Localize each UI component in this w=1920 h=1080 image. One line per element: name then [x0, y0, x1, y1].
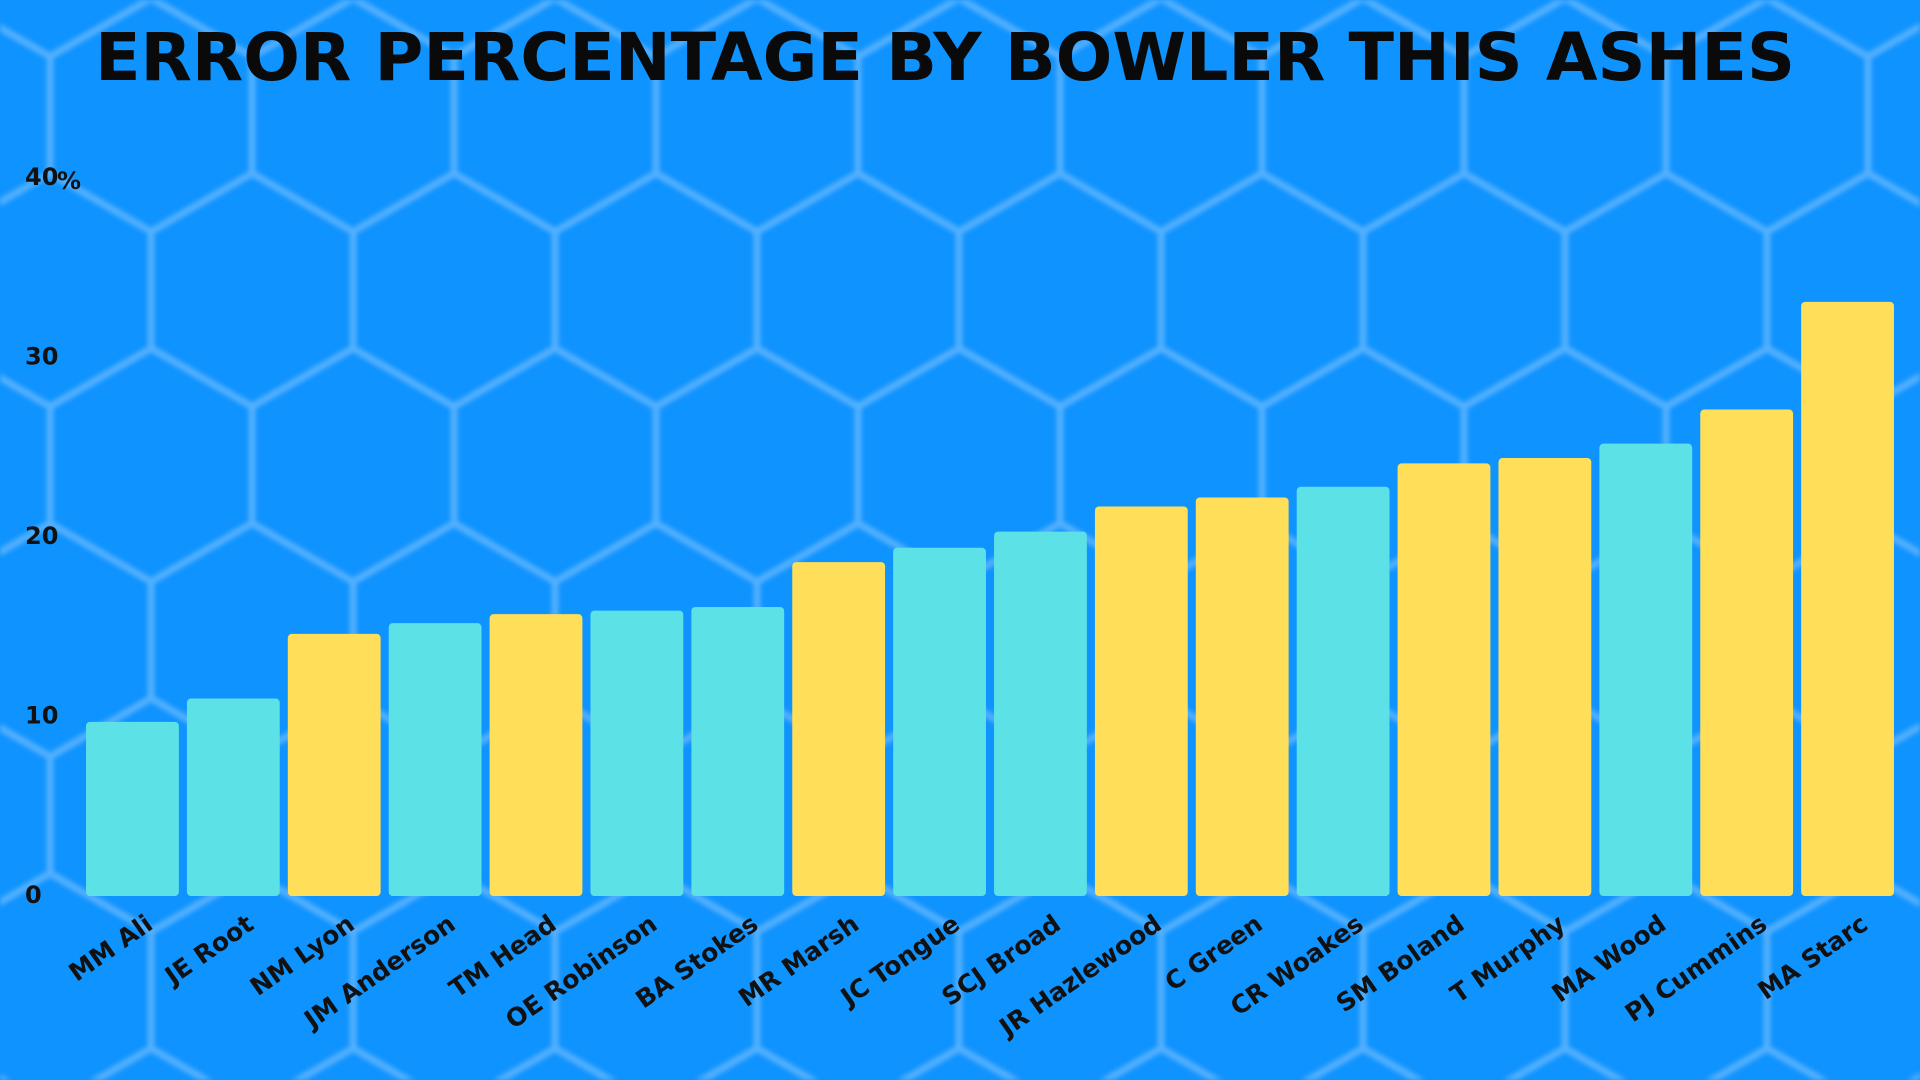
bar	[691, 607, 785, 896]
bar	[388, 623, 482, 896]
bar	[287, 633, 381, 896]
bar	[1296, 486, 1390, 896]
bar	[893, 547, 986, 896]
y-tick-label: 10	[25, 702, 58, 730]
y-axis-label: %	[57, 167, 81, 195]
y-tick-label: 40	[25, 163, 58, 191]
bar	[1498, 458, 1592, 896]
bar	[1599, 443, 1693, 896]
bar	[792, 562, 886, 896]
bar	[994, 531, 1087, 896]
y-tick-label: 30	[25, 343, 58, 371]
bar	[1700, 409, 1794, 896]
bar	[1094, 506, 1188, 896]
bar	[489, 614, 583, 896]
bar	[1195, 497, 1289, 896]
bar	[1397, 463, 1491, 896]
bar	[86, 721, 179, 896]
bar	[186, 698, 280, 896]
y-tick-label: 20	[25, 522, 58, 550]
chart-title: ERROR PERCENTAGE BY BOWLER THIS ASHES	[95, 19, 1795, 96]
bar	[1801, 301, 1894, 897]
y-tick-label: 0	[25, 881, 42, 909]
bar	[590, 610, 684, 896]
